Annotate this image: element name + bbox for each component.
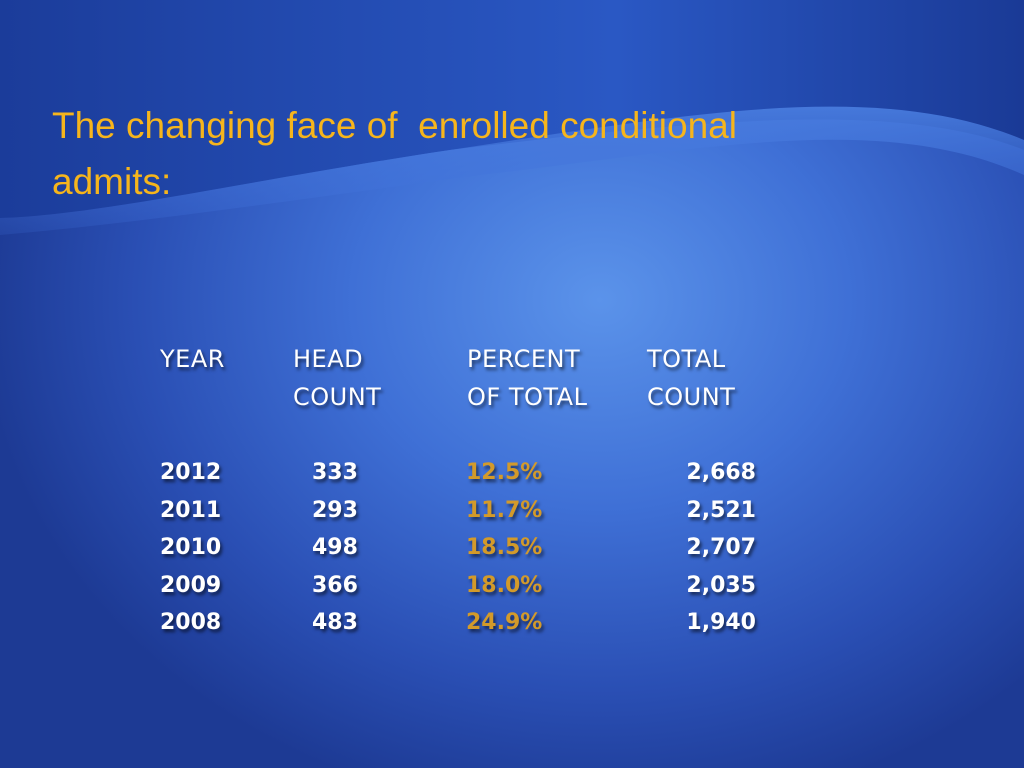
header-cell: TOTAL [647,345,726,373]
table-cell: 2,707 [686,535,756,560]
header-cell: OF TOTAL [467,383,588,411]
percent-cell: 18.0% [466,572,543,598]
table-cell: 293 [312,497,358,523]
header-cell: HEAD [293,345,364,373]
slide-title: The changing face of enrolled conditiona… [52,105,748,202]
table-cell: 2009 [160,572,222,598]
table-cell: 2010 [160,535,222,560]
table-cell: 2012 [160,460,222,485]
table-cell: 366 [312,572,358,598]
header-cell: COUNT [293,383,382,411]
table-cell: 2,668 [686,460,756,485]
percent-cell: 18.5% [466,535,543,560]
table-cell: 2,521 [686,497,756,523]
header-cell: COUNT [647,383,736,411]
percent-cell: 12.5% [466,460,543,485]
wave [0,106,1024,235]
table-cell: 483 [312,610,358,635]
header-cell: YEAR [160,345,225,373]
table-cell: 1,940 [686,610,756,635]
percent-cell: 11.7% [466,497,543,523]
table-cell: 2,035 [686,572,756,598]
table-cell: 2008 [160,610,222,635]
table-cell: 498 [312,535,358,560]
header-cell: PERCENT [467,345,581,373]
table-cell: 2011 [160,497,222,523]
table-cell: 333 [312,460,358,485]
percent-cell: 24.9% [466,610,543,635]
top-band [0,0,1024,218]
